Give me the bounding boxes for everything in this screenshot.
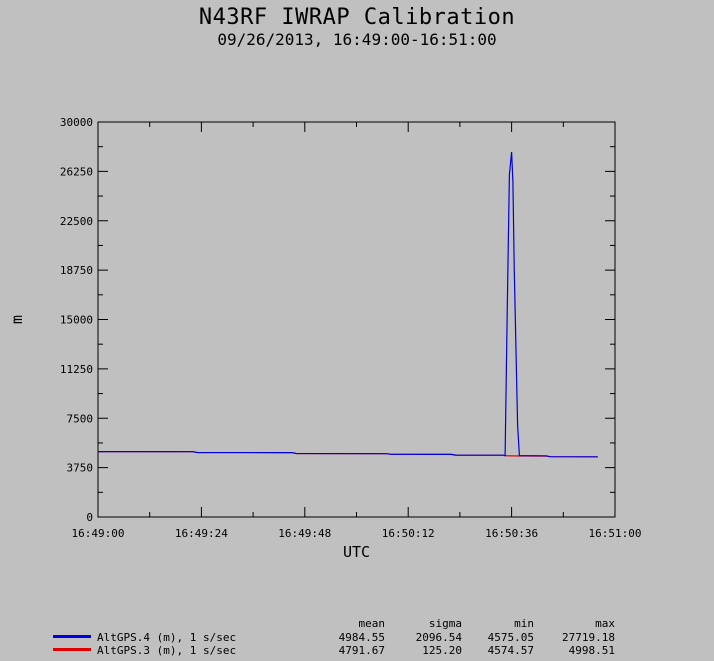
y-axis-label: m [8, 315, 26, 324]
stats-mean-0: 4984.55 [338, 631, 385, 644]
x-tick-label: 16:49:00 [72, 527, 125, 540]
chart-subtitle: 09/26/2013, 16:49:00-16:51:00 [217, 30, 497, 49]
stats-sigma-1: 125.20 [422, 644, 462, 657]
stats-max-1: 4998.51 [568, 644, 615, 657]
stats-min-0: 4575.05 [487, 631, 534, 644]
y-tick-label: 11250 [60, 363, 93, 376]
stats-header-min: min [514, 617, 534, 630]
x-tick-label: 16:50:36 [485, 527, 538, 540]
y-tick-label: 18750 [60, 264, 93, 277]
stats-header-max: max [595, 617, 615, 630]
x-tick-label: 16:50:12 [382, 527, 435, 540]
stats-header-sigma: sigma [428, 617, 462, 630]
y-tick-label: 30000 [60, 116, 93, 129]
x-tick-label: 16:51:00 [589, 527, 642, 540]
legend-swatch-0 [53, 635, 91, 638]
y-tick-label: 15000 [60, 314, 93, 327]
chart-plot: 0 3750 7500 11250 15000 18750 22500 26250 30000 1… [8, 116, 642, 561]
stats-header-mean: mean [358, 617, 386, 630]
legend-label-0: AltGPS.4 (m), 1 s/sec [97, 631, 237, 644]
y-tick-label: 0 [86, 511, 93, 524]
stats-min-1: 4574.57 [487, 644, 534, 657]
y-tick-label: 3750 [67, 462, 94, 475]
stats-mean-1: 4791.67 [338, 644, 385, 657]
chart-title: N43RF IWRAP Calibration [198, 5, 516, 30]
legend-swatch-1 [53, 648, 91, 651]
stats-max-0: 27719.18 [562, 631, 615, 644]
y-tick-label: 26250 [60, 165, 93, 178]
x-tick-label: 16:49:24 [175, 527, 228, 540]
y-tick-label: 22500 [60, 215, 93, 228]
x-tick-label: 16:49:48 [278, 527, 331, 540]
x-axis-label: UTC [343, 543, 370, 561]
series-line-0 [97, 151, 598, 458]
y-tick-label: 7500 [67, 412, 94, 425]
stats-sigma-0: 2096.54 [415, 631, 462, 644]
plot-frame [97, 121, 616, 518]
legend-label-1: AltGPS.3 (m), 1 s/sec [97, 644, 237, 657]
